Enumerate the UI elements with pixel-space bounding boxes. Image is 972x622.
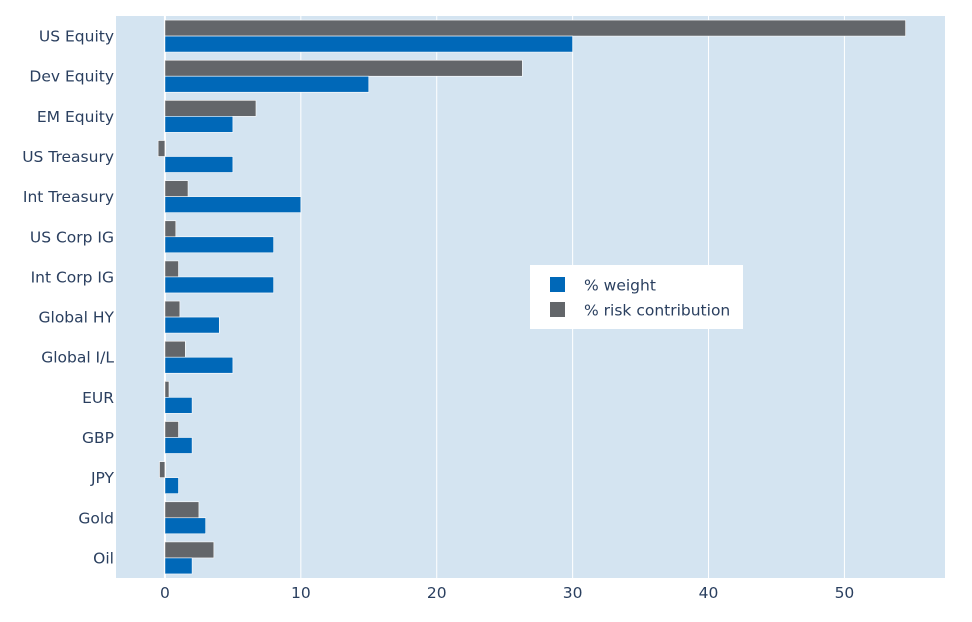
bar-risk-contribution[interactable]: [164, 501, 200, 519]
bars: [157, 19, 906, 575]
legend-label[interactable]: % risk contribution: [584, 302, 730, 320]
bar-weight[interactable]: [164, 276, 274, 294]
legend-label[interactable]: % weight: [584, 277, 656, 295]
x-tick-label: 20: [427, 584, 447, 602]
legend[interactable]: % weight % risk contribution: [530, 265, 743, 329]
bar-risk-contribution[interactable]: [159, 461, 166, 478]
bar-risk-contribution[interactable]: [164, 421, 179, 438]
bar-weight[interactable]: [164, 517, 206, 535]
y-tick-label: Int Treasury: [23, 188, 114, 206]
x-axis-tick-labels: 0 10 20 30 40 50: [160, 584, 854, 602]
bar-risk-contribution[interactable]: [164, 180, 189, 197]
bar-weight[interactable]: [164, 316, 220, 334]
bar-weight[interactable]: [164, 557, 193, 575]
bar-weight[interactable]: [164, 236, 274, 254]
bar-risk-contribution[interactable]: [164, 541, 215, 559]
x-tick-label: 10: [291, 584, 311, 602]
bar-weight[interactable]: [164, 35, 573, 53]
bar-risk-contribution[interactable]: [164, 300, 181, 318]
bar-weight[interactable]: [164, 196, 302, 213]
bar-risk-contribution[interactable]: [164, 59, 523, 77]
x-tick-label: 0: [160, 584, 170, 602]
legend-swatch[interactable]: [550, 302, 565, 317]
y-tick-label: JPY: [90, 469, 115, 487]
bar-weight[interactable]: [164, 356, 234, 374]
y-axis-tick-labels: US Equity Dev Equity EM Equity US Treasury I…: [22, 28, 114, 568]
y-tick-label: Gold: [78, 509, 114, 527]
y-tick-label: Dev Equity: [29, 68, 114, 86]
bar-risk-contribution[interactable]: [164, 260, 179, 278]
bar-weight[interactable]: [164, 477, 179, 494]
bar-risk-contribution[interactable]: [164, 100, 257, 117]
bar-weight[interactable]: [164, 116, 234, 133]
x-tick-label: 50: [835, 584, 855, 602]
y-tick-label: GBP: [82, 429, 114, 447]
y-tick-label: EM Equity: [37, 108, 114, 126]
legend-box: [530, 265, 743, 329]
y-tick-label: US Equity: [39, 28, 114, 46]
y-tick-label: US Corp IG: [30, 228, 114, 246]
y-tick-label: Global I/L: [41, 349, 114, 367]
bar-risk-contribution[interactable]: [164, 381, 170, 398]
bar-weight[interactable]: [164, 156, 234, 173]
bar-risk-contribution[interactable]: [157, 140, 166, 157]
bar-risk-contribution[interactable]: [164, 19, 906, 37]
legend-swatch[interactable]: [550, 277, 565, 292]
bar-weight[interactable]: [164, 437, 193, 454]
y-tick-label: Oil: [93, 549, 114, 567]
bar-weight[interactable]: [164, 397, 193, 414]
y-tick-label: US Treasury: [22, 148, 114, 166]
bar-risk-contribution[interactable]: [164, 340, 186, 358]
y-tick-label: EUR: [82, 389, 114, 407]
x-tick-label: 30: [563, 584, 583, 602]
bar-weight[interactable]: [164, 75, 370, 93]
x-tick-label: 40: [699, 584, 719, 602]
y-tick-label: Int Corp IG: [31, 268, 114, 286]
y-tick-label: Global HY: [39, 309, 115, 327]
bar-risk-contribution[interactable]: [164, 220, 177, 238]
